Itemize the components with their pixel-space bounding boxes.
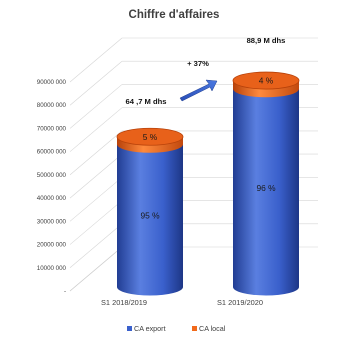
cylinder-2: 4 % 96 % xyxy=(232,71,300,296)
bar-top-1 xyxy=(116,127,184,146)
x-axis-labels: S1 2018/2019 S1 2019/2020 xyxy=(101,298,263,307)
y-tick-label: - xyxy=(64,288,66,295)
bars: 5 % 95 % 4 % 96 % xyxy=(116,71,300,296)
x-category-label-2: S1 2019/2020 xyxy=(217,298,263,307)
label-local-share-1: 5 % xyxy=(143,132,158,142)
growth-label: + 37% xyxy=(187,59,209,68)
bar-export-1 xyxy=(117,144,183,296)
legend-label-local: CA local xyxy=(199,324,226,333)
bar-top-2 xyxy=(232,71,300,90)
gridline-diagonal xyxy=(69,223,123,269)
y-tick-label: 50000 000 xyxy=(37,172,67,179)
label-export-share-1: 95 % xyxy=(140,211,160,221)
gridline-diagonal xyxy=(69,200,123,245)
chart-title: Chiffre d'affaires xyxy=(129,9,220,21)
x-category-label-1: S1 2018/2019 xyxy=(101,298,147,307)
y-tick-label: 70000 000 xyxy=(37,125,67,132)
gridline-diagonal xyxy=(69,153,123,199)
label-export-share-2: 96 % xyxy=(256,183,276,193)
legend: CA export CA local xyxy=(127,324,226,333)
growth-annotation: + 37% xyxy=(179,59,218,102)
y-tick-label: 30000 000 xyxy=(37,218,67,225)
legend-label-export: CA export xyxy=(134,324,166,333)
y-tick-label: 60000 000 xyxy=(37,149,67,156)
y-axis: - 10000 000 20000 000 30000 000 40000 000 500… xyxy=(37,79,67,295)
label-local-share-2: 4 % xyxy=(259,76,274,86)
growth-arrow xyxy=(179,79,218,102)
floor-edge xyxy=(69,246,123,292)
gridline-diagonal xyxy=(69,60,123,106)
y-tick-label: 80000 000 xyxy=(37,102,67,109)
gridline-diagonal xyxy=(69,177,123,222)
total-label-1: 64 ,7 M dhs xyxy=(126,97,167,106)
y-tick-label: 90000 000 xyxy=(37,79,67,86)
y-tick-label: 20000 000 xyxy=(37,242,67,249)
legend-swatch-local xyxy=(192,326,197,331)
y-tick-label: 40000 000 xyxy=(37,195,67,202)
gridline-diagonal xyxy=(69,107,123,152)
gridline-diagonal xyxy=(69,37,123,83)
bar-export-2 xyxy=(233,88,299,296)
gridline-diagonal xyxy=(69,130,123,176)
legend-swatch-export xyxy=(127,326,132,331)
total-label-2: 88,9 M dhs xyxy=(247,36,286,45)
cylinder-1: 5 % 95 % xyxy=(116,127,184,296)
y-tick-label: 10000 000 xyxy=(37,265,67,272)
gridline-diagonal xyxy=(69,84,123,129)
